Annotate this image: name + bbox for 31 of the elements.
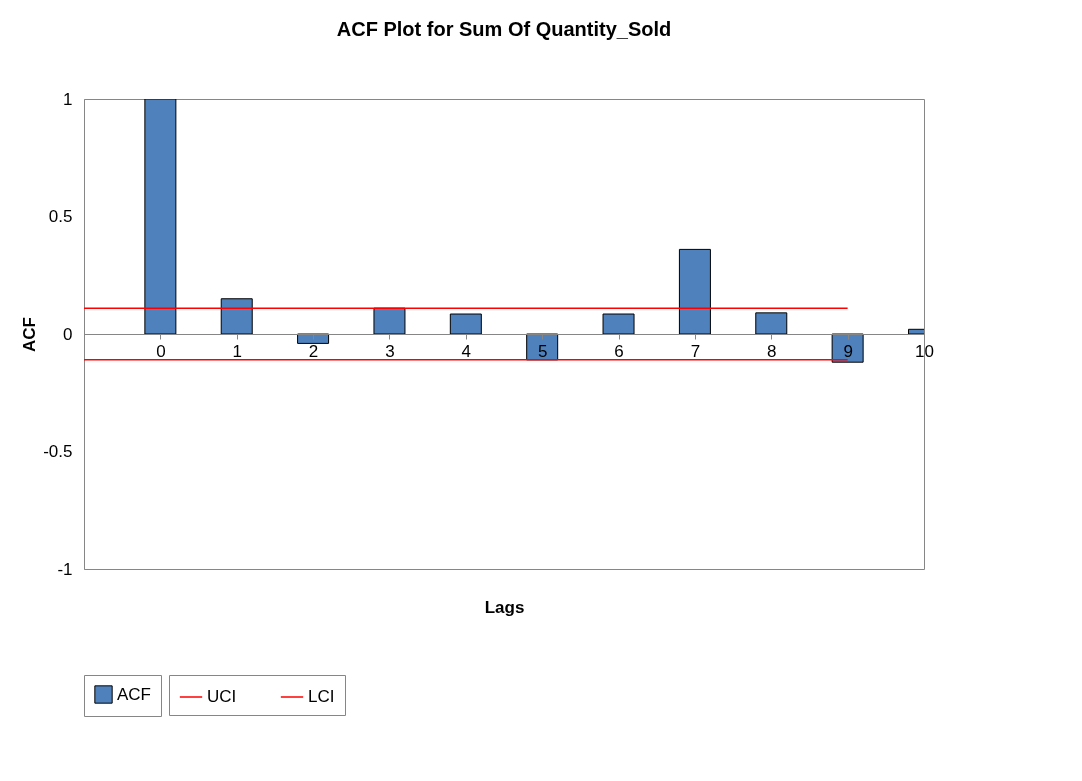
x-tick-label: 1 bbox=[232, 341, 242, 361]
chart-title: ACF Plot for Sum Of Quantity_Sold bbox=[336, 18, 672, 40]
bar bbox=[144, 99, 177, 335]
y-tick-label: -0.5 bbox=[43, 442, 73, 461]
y-tick-label: 1 bbox=[63, 89, 73, 109]
y-axis-title: ACF bbox=[20, 317, 40, 352]
x-tick-label: 3 bbox=[385, 341, 395, 361]
bar bbox=[220, 298, 253, 335]
x-tick-label: 0 bbox=[156, 341, 166, 361]
bar bbox=[602, 313, 635, 335]
bar bbox=[755, 312, 788, 335]
x-tick-label: 7 bbox=[690, 341, 701, 361]
bar bbox=[373, 307, 406, 335]
x-tick-label: 4 bbox=[461, 341, 472, 361]
legend-label: UCI bbox=[207, 687, 237, 706]
bar bbox=[297, 333, 330, 344]
legend-label: LCI bbox=[308, 687, 335, 706]
x-tick-label: 8 bbox=[767, 341, 777, 361]
x-tick-label: 9 bbox=[843, 341, 853, 361]
x-tick-label: 10 bbox=[915, 341, 934, 361]
x-tick-label: 6 bbox=[614, 341, 624, 361]
y-tick-label: 0 bbox=[63, 324, 73, 344]
x-axis-title: Lags bbox=[484, 597, 525, 617]
bar bbox=[449, 313, 482, 335]
y-tick-label: 0.5 bbox=[48, 207, 73, 226]
y-tick-label: -1 bbox=[57, 559, 73, 579]
bar bbox=[678, 248, 711, 335]
bar bbox=[831, 333, 864, 363]
x-tick-label: 5 bbox=[537, 341, 548, 361]
legend-label: ACF bbox=[117, 684, 151, 704]
x-tick-label: 2 bbox=[308, 341, 319, 361]
